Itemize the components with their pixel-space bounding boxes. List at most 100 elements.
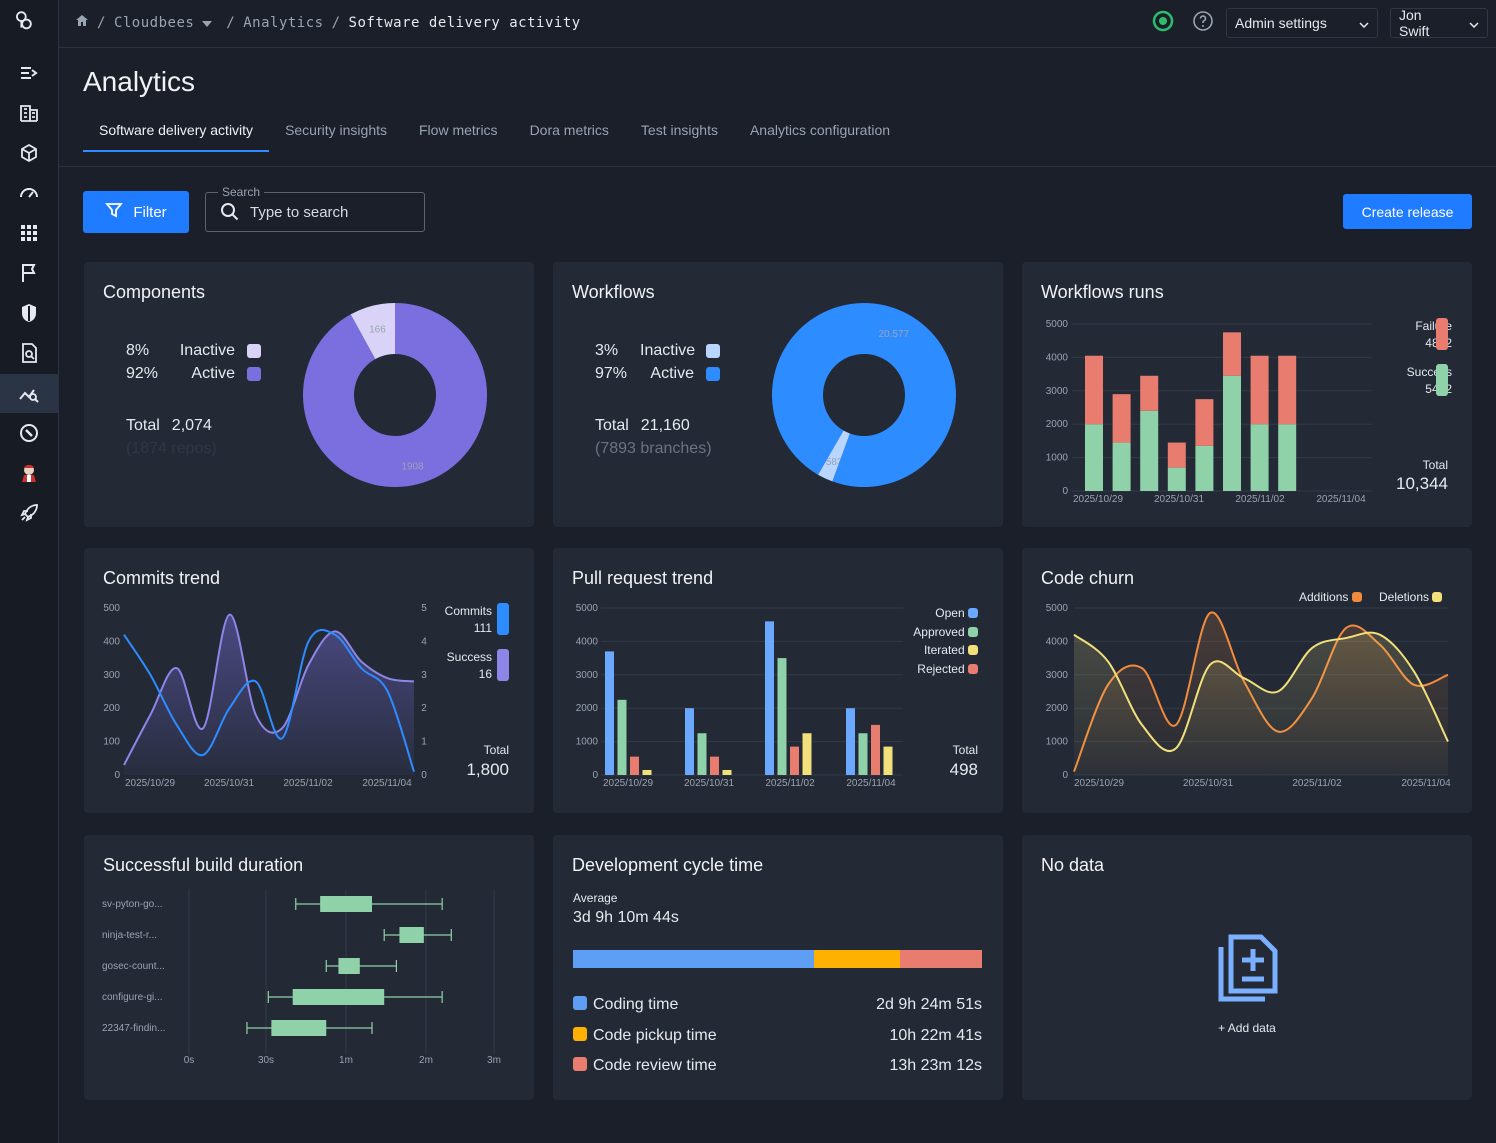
x-tick-label: 2025/10/31 bbox=[1183, 778, 1233, 789]
bar-failure bbox=[1167, 442, 1186, 468]
x-tick-label: 2025/10/31 bbox=[204, 778, 254, 789]
cube-icon[interactable] bbox=[0, 134, 58, 172]
x-tick-label: 1m bbox=[339, 1055, 353, 1066]
y-tick-label: 1000 bbox=[1046, 737, 1069, 748]
average-value: 3d 9h 10m 44s bbox=[573, 909, 679, 926]
bar-failure bbox=[1278, 355, 1297, 425]
total-value: 21,160 bbox=[640, 417, 690, 434]
bar-success bbox=[1223, 375, 1241, 491]
pickup-segment bbox=[814, 950, 901, 968]
y2-tick-label: 2 bbox=[421, 703, 427, 714]
donut-slice-active bbox=[772, 303, 956, 488]
admin-settings-dropdown[interactable]: Admin settings bbox=[1226, 8, 1378, 38]
total-value: 1,800 bbox=[466, 760, 509, 779]
tab-software-delivery-activity[interactable]: Software delivery activity bbox=[83, 112, 270, 152]
tab-dora-metrics[interactable]: Dora metrics bbox=[529, 122, 609, 138]
bar-failure bbox=[1140, 375, 1159, 411]
commits-trend-chart: 0 100 200 300 400 500 0 1 2 3 4 5 2025/10/29 2025/10/… bbox=[103, 603, 427, 789]
donut-label: 166 bbox=[369, 325, 386, 336]
tab-security-insights[interactable]: Security insights bbox=[285, 122, 387, 138]
card-title: Successful build duration bbox=[103, 855, 304, 875]
bar-approved bbox=[777, 658, 787, 775]
page-title: Analytics bbox=[83, 66, 196, 97]
bar-approved bbox=[617, 699, 627, 775]
y-tick-label: 5000 bbox=[1046, 603, 1069, 614]
status-indicator-icon[interactable] bbox=[1152, 10, 1174, 37]
side-rail bbox=[0, 0, 59, 1143]
breadcrumb-current: Software delivery activity bbox=[348, 14, 581, 31]
bar-iterated bbox=[642, 769, 652, 775]
area-deletions bbox=[1074, 632, 1448, 775]
x-tick-label: 2025/10/31 bbox=[1154, 494, 1204, 505]
tab-test-insights[interactable]: Test insights bbox=[640, 122, 718, 138]
breadcrumb-section[interactable]: Analytics bbox=[243, 14, 324, 31]
jenkins-icon[interactable] bbox=[0, 454, 58, 492]
apps-grid-icon[interactable] bbox=[0, 214, 58, 252]
x-tick-label: 2025/11/02 bbox=[765, 778, 815, 789]
legend-approved: Approved bbox=[913, 623, 978, 642]
category-label: 22347-findin... bbox=[102, 1023, 165, 1034]
menu-collapse-icon[interactable] bbox=[0, 54, 58, 92]
card-title: Commits trend bbox=[103, 568, 221, 588]
add-data-link[interactable]: + Add data bbox=[1218, 1021, 1276, 1035]
x-tick-label: 2m bbox=[419, 1055, 433, 1066]
breadcrumb-org[interactable]: Cloudbees bbox=[113, 14, 195, 31]
building-icon[interactable] bbox=[0, 94, 58, 132]
card-title: Code churn bbox=[1041, 568, 1135, 588]
caret-down-icon[interactable] bbox=[202, 15, 213, 31]
category-label: gosec-count... bbox=[102, 961, 165, 972]
shield-icon[interactable] bbox=[0, 294, 58, 332]
rocket-icon[interactable] bbox=[0, 494, 58, 532]
bar-iterated bbox=[802, 733, 812, 775]
cloudbees-logo[interactable] bbox=[14, 10, 44, 40]
bar-success bbox=[1250, 424, 1269, 491]
y2-tick-label: 0 bbox=[421, 770, 427, 781]
bar-open bbox=[685, 708, 694, 775]
workflows-card: Workflows 3% Inactive 97% Active Total 2… bbox=[553, 262, 1003, 527]
bar-approved bbox=[697, 733, 707, 775]
flag-icon[interactable] bbox=[0, 254, 58, 292]
help-icon[interactable] bbox=[1192, 10, 1214, 37]
gauge-icon[interactable] bbox=[0, 174, 58, 212]
x-tick-label: 2025/10/31 bbox=[684, 778, 734, 789]
category-label: ninja-test-r... bbox=[102, 930, 157, 941]
document-search-icon[interactable] bbox=[0, 334, 58, 372]
wrench-icon[interactable] bbox=[0, 414, 58, 452]
add-document-icon[interactable] bbox=[1217, 933, 1279, 1008]
bar-success bbox=[1195, 445, 1214, 491]
x-tick-label: 30s bbox=[258, 1055, 274, 1066]
tab-analytics-configuration[interactable]: Analytics configuration bbox=[749, 122, 891, 138]
home-icon[interactable] bbox=[75, 14, 89, 31]
tab-flow-metrics[interactable]: Flow metrics bbox=[419, 122, 498, 138]
box bbox=[292, 989, 385, 1005]
y-tick-label: 3000 bbox=[576, 670, 599, 681]
bar-success bbox=[1167, 467, 1186, 491]
y-tick-label: 0 bbox=[592, 770, 598, 781]
y-tick-label: 3000 bbox=[1046, 386, 1069, 397]
admin-settings-label: Admin settings bbox=[1235, 15, 1327, 31]
bar-rejected bbox=[630, 756, 639, 775]
user-menu-dropdown[interactable]: Jon Swift bbox=[1390, 7, 1488, 39]
card-title: Components bbox=[103, 282, 206, 302]
create-release-button[interactable]: Create release bbox=[1343, 194, 1472, 229]
box bbox=[320, 896, 372, 912]
bar-success bbox=[1112, 442, 1131, 491]
search-label: Search bbox=[218, 185, 265, 199]
filter-button[interactable]: Filter bbox=[83, 191, 189, 233]
bar-failure bbox=[1085, 355, 1103, 425]
code-review-row: Code review time 13h 23m 12s bbox=[573, 1057, 982, 1075]
legend-swatch-success bbox=[1436, 364, 1448, 396]
analytics-icon[interactable] bbox=[0, 374, 58, 413]
legend-swatch bbox=[247, 344, 261, 358]
y2-tick-label: 5 bbox=[421, 603, 427, 614]
bar-failure bbox=[1112, 394, 1131, 443]
search-input[interactable]: Search Type to search bbox=[205, 185, 425, 232]
total-value: 2,074 bbox=[171, 417, 212, 434]
total-value: 10,344 bbox=[1396, 474, 1448, 493]
x-tick-label: 2025/11/02 bbox=[1292, 778, 1342, 789]
workflow-runs-card: Workflows runs 0 1000 2000 3000 4000 5000 2025… bbox=[1022, 262, 1472, 527]
y-tick-label: 5000 bbox=[1046, 319, 1069, 330]
legend-swatch-success bbox=[497, 649, 509, 681]
x-tick-label: 2025/11/04 bbox=[1401, 778, 1451, 789]
legend-swatch-commits bbox=[497, 603, 509, 635]
